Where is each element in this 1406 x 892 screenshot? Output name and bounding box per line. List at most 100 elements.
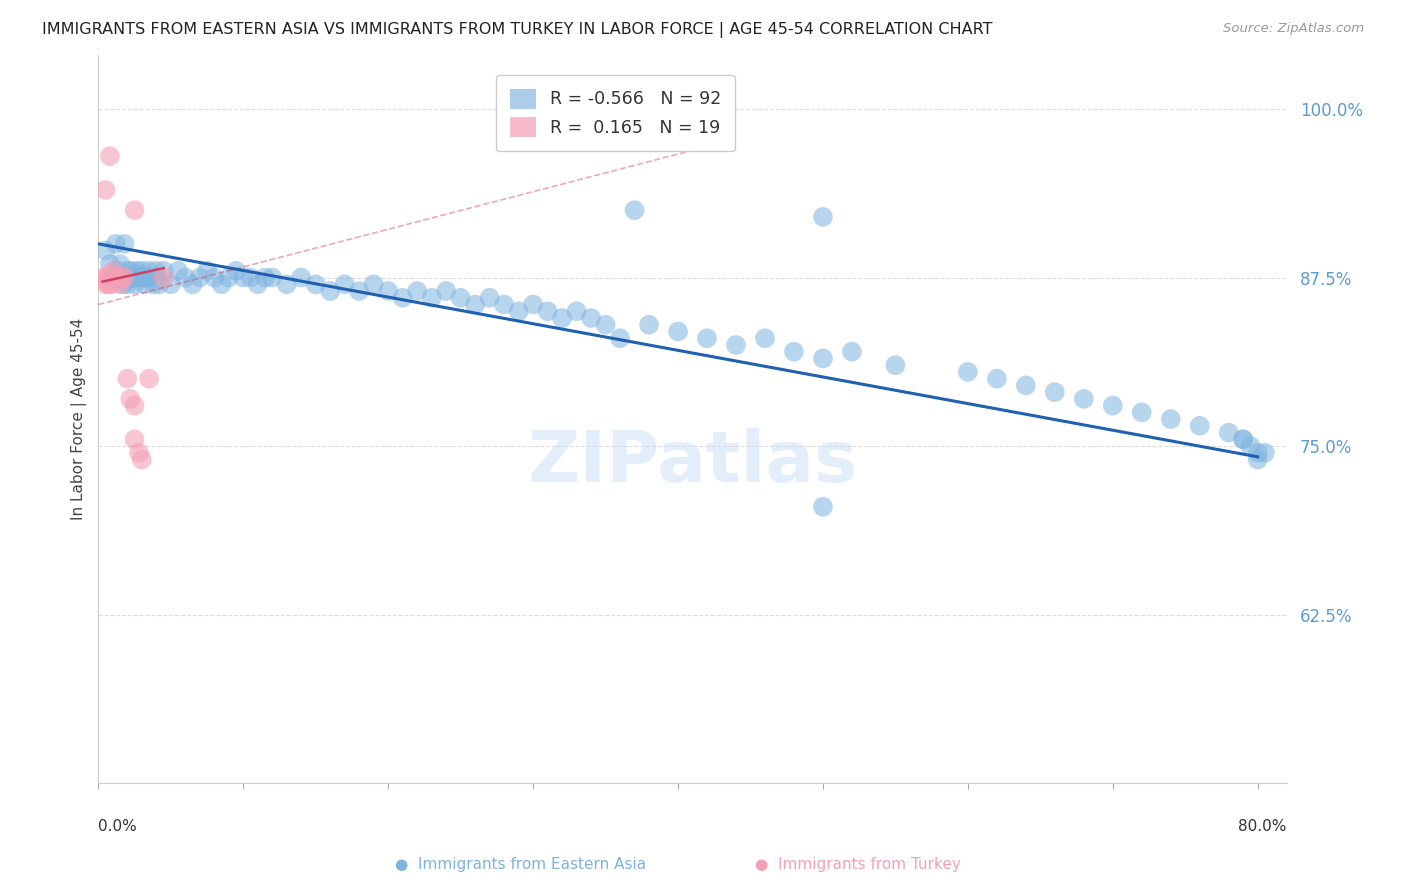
- Point: [724, 338, 747, 352]
- Point: [98, 270, 121, 285]
- Point: [105, 264, 128, 278]
- Point: [305, 277, 328, 292]
- Point: [101, 270, 124, 285]
- Text: Source: ZipAtlas.com: Source: ZipAtlas.com: [1223, 22, 1364, 36]
- Point: [363, 277, 385, 292]
- Point: [96, 270, 118, 285]
- Point: [195, 264, 218, 278]
- Text: ZIPatlas: ZIPatlas: [527, 428, 858, 497]
- Point: [101, 264, 124, 278]
- Point: [1254, 446, 1277, 460]
- Text: 0.0%: 0.0%: [98, 820, 138, 834]
- Point: [494, 297, 516, 311]
- Point: [638, 318, 661, 332]
- Point: [94, 183, 117, 197]
- Point: [94, 244, 117, 258]
- Point: [464, 297, 486, 311]
- Point: [100, 277, 122, 292]
- Point: [98, 149, 121, 163]
- Point: [1015, 378, 1038, 392]
- Point: [246, 277, 269, 292]
- Point: [218, 270, 240, 285]
- Point: [666, 325, 689, 339]
- Point: [565, 304, 588, 318]
- Point: [131, 264, 153, 278]
- Point: [108, 257, 131, 271]
- Point: [138, 270, 160, 285]
- Point: [124, 277, 146, 292]
- Point: [188, 270, 211, 285]
- Point: [1043, 385, 1066, 400]
- Point: [145, 264, 167, 278]
- Point: [152, 270, 174, 285]
- Point: [333, 277, 356, 292]
- Point: [1247, 446, 1270, 460]
- Point: [1073, 392, 1095, 406]
- Point: [1160, 412, 1182, 426]
- Point: [956, 365, 979, 379]
- Text: IMMIGRANTS FROM EASTERN ASIA VS IMMIGRANTS FROM TURKEY IN LABOR FORCE | AGE 45-5: IMMIGRANTS FROM EASTERN ASIA VS IMMIGRAN…: [42, 22, 993, 38]
- Point: [111, 277, 134, 292]
- Point: [262, 270, 284, 285]
- Point: [1218, 425, 1240, 440]
- Point: [536, 304, 558, 318]
- Point: [108, 270, 131, 285]
- Point: [91, 270, 114, 285]
- Y-axis label: In Labor Force | Age 45-54: In Labor Force | Age 45-54: [72, 318, 87, 520]
- Point: [841, 344, 863, 359]
- Point: [276, 277, 298, 292]
- Point: [811, 351, 834, 366]
- Point: [138, 372, 160, 386]
- Point: [145, 270, 167, 285]
- Point: [696, 331, 718, 345]
- Point: [508, 304, 530, 318]
- Point: [420, 291, 443, 305]
- Point: [142, 277, 165, 292]
- Point: [138, 264, 160, 278]
- Point: [202, 270, 225, 285]
- Point: [783, 344, 806, 359]
- Point: [377, 284, 399, 298]
- Point: [579, 311, 602, 326]
- Point: [181, 277, 204, 292]
- Point: [98, 257, 121, 271]
- Point: [1188, 418, 1211, 433]
- Point: [225, 264, 247, 278]
- Point: [406, 284, 429, 298]
- Point: [1232, 433, 1254, 447]
- Text: ●  Immigrants from Turkey: ● Immigrants from Turkey: [755, 857, 960, 872]
- Point: [253, 270, 276, 285]
- Point: [290, 270, 312, 285]
- Point: [1130, 405, 1153, 419]
- Point: [551, 311, 574, 326]
- Point: [104, 270, 127, 285]
- Point: [114, 236, 136, 251]
- Point: [121, 264, 143, 278]
- Point: [108, 277, 131, 292]
- Point: [128, 270, 150, 285]
- Point: [127, 264, 149, 278]
- Point: [128, 446, 150, 460]
- Point: [120, 392, 142, 406]
- Point: [347, 284, 370, 298]
- Legend: R = -0.566   N = 92, R =  0.165   N = 19: R = -0.566 N = 92, R = 0.165 N = 19: [496, 75, 735, 152]
- Point: [124, 399, 146, 413]
- Point: [623, 203, 645, 218]
- Point: [811, 210, 834, 224]
- Point: [97, 277, 120, 292]
- Point: [239, 270, 262, 285]
- Point: [595, 318, 617, 332]
- Point: [124, 203, 146, 218]
- Point: [124, 270, 146, 285]
- Point: [174, 270, 197, 285]
- Point: [319, 284, 342, 298]
- Point: [1247, 452, 1270, 467]
- Point: [391, 291, 413, 305]
- Point: [152, 264, 174, 278]
- Point: [159, 277, 181, 292]
- Point: [110, 270, 132, 285]
- Text: ●  Immigrants from Eastern Asia: ● Immigrants from Eastern Asia: [395, 857, 645, 872]
- Point: [117, 277, 139, 292]
- Point: [104, 236, 127, 251]
- Point: [101, 270, 124, 285]
